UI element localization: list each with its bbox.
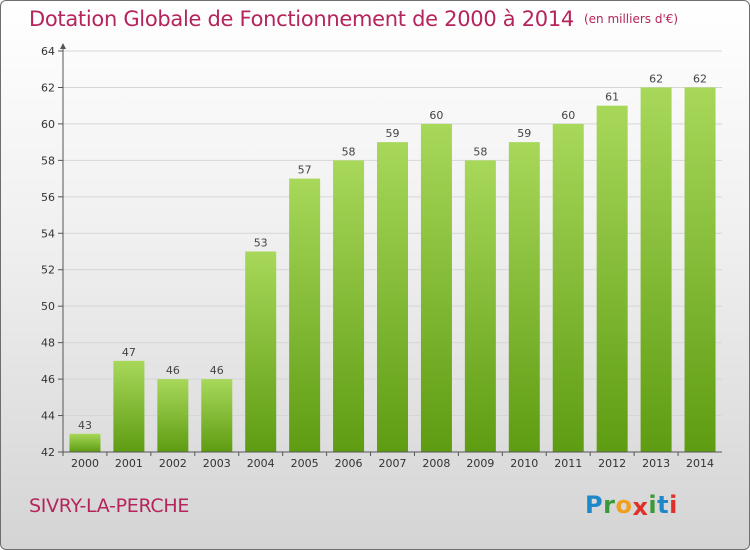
x-tick-label: 2000 <box>71 457 99 470</box>
x-tick-label: 2008 <box>422 457 450 470</box>
bar <box>333 160 365 452</box>
x-tick-label: 2010 <box>510 457 538 470</box>
logo-letter: x <box>632 493 649 521</box>
x-tick-label: 2006 <box>335 457 363 470</box>
bar-value-label: 62 <box>649 72 663 85</box>
x-tick-label: 2001 <box>115 457 143 470</box>
y-tick-label: 64 <box>41 45 55 58</box>
x-tick-label: 2013 <box>642 457 670 470</box>
axes <box>58 43 722 456</box>
bar <box>113 360 145 452</box>
proxiti-logo: Proxiti <box>585 491 678 521</box>
bar <box>684 87 716 453</box>
bar <box>245 251 277 452</box>
commune-name: SIVRY-LA-PERCHE <box>29 495 190 517</box>
y-tick-label: 42 <box>41 446 55 459</box>
x-tick-label: 2014 <box>686 457 714 470</box>
bar <box>552 123 584 452</box>
chart-unit-label: (en milliers d'€) <box>583 12 679 26</box>
bar <box>420 123 452 452</box>
y-tick-label: 52 <box>41 264 55 277</box>
x-tick-label: 2002 <box>159 457 187 470</box>
x-tick-label: 2004 <box>247 457 275 470</box>
bar <box>289 178 321 452</box>
y-tick-label: 60 <box>41 118 55 131</box>
bar <box>157 379 189 452</box>
x-tick-label: 2011 <box>554 457 582 470</box>
y-tick-label: 44 <box>41 410 55 423</box>
logo-letter: r <box>603 491 616 519</box>
logo-letter: i <box>648 491 658 519</box>
bar-value-label: 61 <box>605 91 619 104</box>
y-tick-label: 56 <box>41 191 55 204</box>
bar <box>640 87 672 453</box>
x-tick-label: 2009 <box>466 457 494 470</box>
bar-value-label: 46 <box>166 364 180 377</box>
y-tick-label: 62 <box>41 81 55 94</box>
bar-value-label: 60 <box>561 109 575 122</box>
x-tick-label: 2007 <box>379 457 407 470</box>
bar-value-label: 43 <box>78 419 92 432</box>
y-axis-arrow <box>60 43 66 49</box>
bar-value-label: 60 <box>429 109 443 122</box>
bar <box>464 160 496 452</box>
x-tick-label: 2012 <box>598 457 626 470</box>
bar-value-label: 58 <box>473 145 487 158</box>
labels: 42 44 46 48 50 52 54 56 58 60 62 64 43 2000 47 2001 46 20… <box>41 45 714 470</box>
bar <box>69 433 101 452</box>
bar <box>377 142 408 453</box>
y-tick-label: 50 <box>41 300 55 313</box>
bar-value-label: 62 <box>693 72 707 85</box>
y-tick-label: 54 <box>41 227 55 240</box>
bar-value-label: 46 <box>210 364 224 377</box>
bar <box>508 142 540 453</box>
bar <box>201 379 233 452</box>
bar-value-label: 58 <box>342 145 356 158</box>
bar-value-label: 53 <box>254 237 268 250</box>
y-tick-label: 46 <box>41 373 55 386</box>
y-tick-label: 48 <box>41 337 55 350</box>
bar-value-label: 47 <box>122 346 136 359</box>
bar-value-label: 59 <box>517 127 531 140</box>
logo-letter: t <box>657 491 670 519</box>
logo-letter: o <box>615 491 633 519</box>
x-tick-label: 2005 <box>291 457 319 470</box>
chart-title: Dotation Globale de Fonctionnement de 20… <box>29 7 678 31</box>
bar-value-label: 59 <box>386 127 400 140</box>
bar <box>596 105 628 452</box>
chart-title-text: Dotation Globale de Fonctionnement de 20… <box>29 7 574 31</box>
bar-value-label: 57 <box>298 164 312 177</box>
logo-letter: P <box>585 491 604 519</box>
y-tick-label: 58 <box>41 154 55 167</box>
x-tick-label: 2003 <box>203 457 231 470</box>
bars <box>69 87 716 453</box>
logo-letter: i <box>669 491 678 519</box>
